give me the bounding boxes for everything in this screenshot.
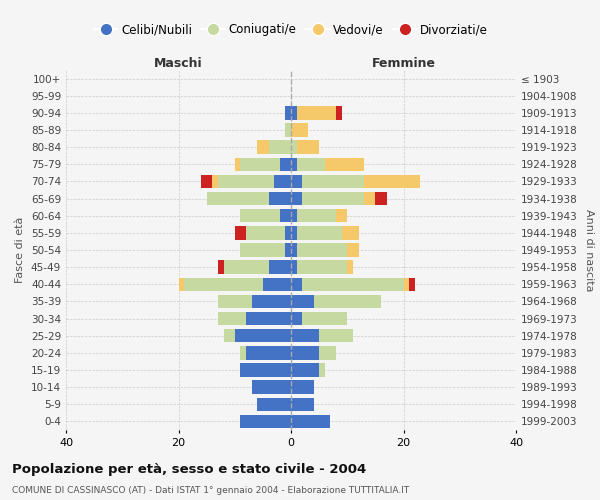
Bar xyxy=(269,192,291,205)
Bar xyxy=(179,278,184,291)
Bar xyxy=(296,106,336,120)
Bar xyxy=(241,209,280,222)
Bar xyxy=(291,192,302,205)
Bar xyxy=(296,260,347,274)
Bar xyxy=(364,192,376,205)
Bar xyxy=(269,140,291,154)
Bar xyxy=(206,192,269,205)
Bar xyxy=(336,209,347,222)
Bar xyxy=(235,158,241,171)
Y-axis label: Fasce di età: Fasce di età xyxy=(16,217,25,283)
Bar xyxy=(241,158,280,171)
Bar xyxy=(296,226,341,239)
Bar xyxy=(302,312,347,326)
Text: Maschi: Maschi xyxy=(154,57,203,70)
Bar xyxy=(251,294,291,308)
Bar xyxy=(274,174,291,188)
Text: Popolazione per età, sesso e stato civile - 2004: Popolazione per età, sesso e stato civil… xyxy=(12,462,366,475)
Bar xyxy=(347,244,359,256)
Bar xyxy=(241,364,291,376)
Bar xyxy=(296,158,325,171)
Bar xyxy=(269,260,291,274)
Bar xyxy=(376,192,386,205)
Bar xyxy=(241,346,246,360)
Bar xyxy=(286,124,291,136)
Bar xyxy=(201,174,212,188)
Bar xyxy=(257,398,291,411)
Bar xyxy=(291,380,314,394)
Y-axis label: Anni di nascita: Anni di nascita xyxy=(584,209,594,291)
Bar xyxy=(291,106,296,120)
Bar xyxy=(291,158,296,171)
Bar xyxy=(246,226,286,239)
Bar xyxy=(336,106,341,120)
Bar xyxy=(364,174,421,188)
Legend: Celibi/Nubili, Coniugati/e, Vedovi/e, Divorziati/e: Celibi/Nubili, Coniugati/e, Vedovi/e, Di… xyxy=(89,18,493,40)
Bar xyxy=(347,260,353,274)
Bar xyxy=(184,278,263,291)
Bar xyxy=(212,174,218,188)
Bar xyxy=(218,260,223,274)
Bar xyxy=(280,158,291,171)
Bar xyxy=(291,174,302,188)
Bar xyxy=(296,140,319,154)
Bar xyxy=(319,329,353,342)
Bar xyxy=(257,140,269,154)
Bar xyxy=(280,209,291,222)
Bar xyxy=(325,158,364,171)
Bar xyxy=(286,244,291,256)
Bar xyxy=(341,226,359,239)
Bar xyxy=(218,312,246,326)
Bar xyxy=(291,346,319,360)
Bar xyxy=(246,312,291,326)
Bar xyxy=(263,278,291,291)
Bar xyxy=(291,294,314,308)
Bar xyxy=(291,312,302,326)
Bar xyxy=(291,226,296,239)
Bar xyxy=(235,329,291,342)
Bar xyxy=(291,209,296,222)
Bar xyxy=(302,278,404,291)
Bar xyxy=(251,380,291,394)
Text: Femmine: Femmine xyxy=(371,57,436,70)
Bar xyxy=(291,329,319,342)
Bar xyxy=(302,174,364,188)
Bar xyxy=(319,364,325,376)
Bar xyxy=(223,329,235,342)
Bar xyxy=(302,192,364,205)
Bar xyxy=(246,346,291,360)
Bar xyxy=(291,244,296,256)
Bar xyxy=(291,278,302,291)
Bar xyxy=(286,226,291,239)
Bar xyxy=(291,140,296,154)
Bar xyxy=(291,398,314,411)
Bar xyxy=(291,364,319,376)
Bar xyxy=(296,209,336,222)
Bar xyxy=(291,124,308,136)
Bar xyxy=(314,294,381,308)
Bar xyxy=(241,414,291,428)
Bar xyxy=(241,244,286,256)
Bar xyxy=(286,106,291,120)
Bar xyxy=(319,346,336,360)
Bar xyxy=(291,414,331,428)
Text: COMUNE DI CASSINASCO (AT) - Dati ISTAT 1° gennaio 2004 - Elaborazione TUTTITALIA: COMUNE DI CASSINASCO (AT) - Dati ISTAT 1… xyxy=(12,486,409,495)
Bar xyxy=(218,294,251,308)
Bar xyxy=(404,278,409,291)
Bar xyxy=(296,244,347,256)
Bar xyxy=(235,226,246,239)
Bar xyxy=(223,260,269,274)
Bar xyxy=(409,278,415,291)
Bar xyxy=(291,260,296,274)
Bar xyxy=(218,174,274,188)
